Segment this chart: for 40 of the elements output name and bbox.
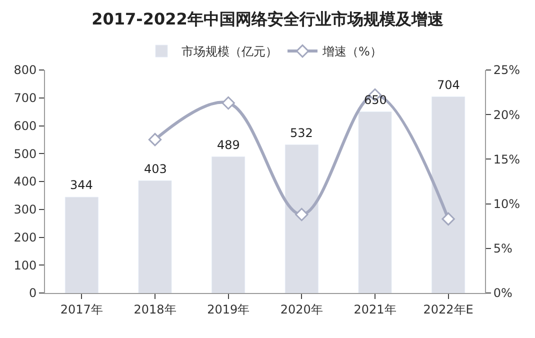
y2-tick-label: 20%: [493, 108, 520, 122]
legend-label: 市场规模（亿元）: [182, 44, 278, 59]
chart-title: 2017-2022年中国网络安全行业市场规模及增速: [92, 10, 444, 29]
y2-tick-label: 10%: [493, 197, 520, 211]
y-tick-label: 800: [14, 63, 37, 78]
data-label: 532: [290, 126, 313, 140]
y-tick-label: 600: [14, 118, 37, 133]
legend-label: 增速（%）: [322, 44, 382, 59]
y-tick-label: 700: [14, 91, 37, 106]
data-label: 650: [364, 93, 387, 107]
x-tick-label: 2019年: [207, 302, 250, 316]
bar: [284, 144, 318, 293]
point: [222, 96, 235, 110]
y-tick-label: 400: [14, 174, 37, 189]
data-label: 704: [437, 78, 460, 92]
y-tick-label: 500: [14, 146, 37, 161]
bar: [64, 196, 98, 293]
x-tick-label: 2018年: [134, 302, 176, 316]
y-tick-label: 0: [28, 286, 37, 300]
y2-tick-label: 0%: [493, 286, 512, 300]
point: [442, 212, 455, 226]
y-tick-label: 300: [14, 202, 37, 217]
x-tick-label: 2020年: [280, 302, 323, 316]
x-tick-label: 2021年: [354, 302, 396, 316]
y-tick-label: 100: [14, 258, 37, 272]
y-tick-label: 200: [14, 230, 37, 244]
x-tick-label: 2022年E: [423, 302, 474, 316]
y2-tick-label: 25%: [493, 63, 520, 78]
point: [148, 132, 162, 146]
bar: [212, 156, 246, 293]
y2-tick-label: 5%: [493, 242, 512, 256]
x-tick-label: 2017年: [60, 302, 103, 316]
bar: [138, 180, 172, 293]
point: [295, 208, 308, 222]
bar: [358, 112, 392, 293]
y2-tick-label: 15%: [493, 152, 520, 166]
data-label: 344: [70, 178, 93, 192]
bar: [432, 96, 466, 293]
data-label: 489: [217, 138, 240, 152]
data-label: 403: [144, 162, 167, 176]
